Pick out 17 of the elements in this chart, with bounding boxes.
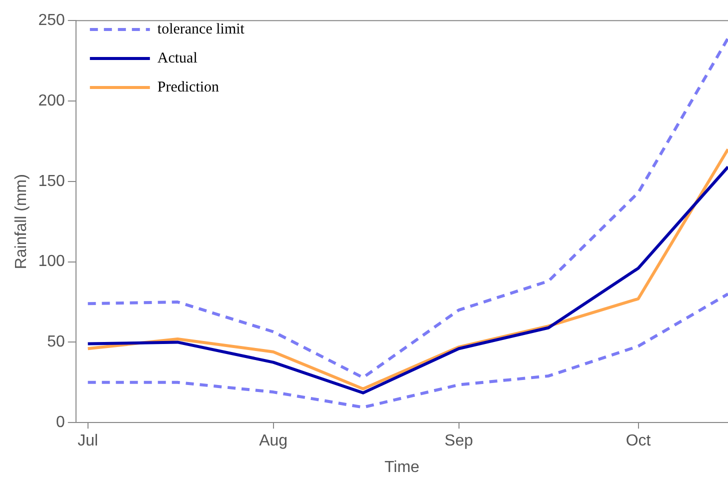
y-tick-label: 200 [38, 92, 65, 110]
line-series [86, 292, 728, 409]
x-tick-label: Sep [444, 432, 474, 450]
x-tick-label: Jul [78, 432, 98, 450]
y-tick-label: 150 [38, 172, 65, 190]
legend-label: tolerance limit [157, 21, 246, 38]
legend-label: Actual [157, 50, 198, 66]
legend-label: Prediction [157, 79, 220, 96]
y-tick-label: 250 [38, 12, 65, 30]
line-series [86, 36, 728, 380]
y-tick-label: 0 [56, 414, 65, 432]
x-tick-label: Aug [259, 432, 288, 450]
y-tick-label: 100 [38, 253, 65, 270]
x-tick-label: Oct [626, 432, 652, 450]
x-axis-title: Time [384, 458, 420, 476]
y-axis-title: Rainfall (mm) [13, 174, 30, 270]
y-tick-label: 50 [47, 334, 65, 351]
